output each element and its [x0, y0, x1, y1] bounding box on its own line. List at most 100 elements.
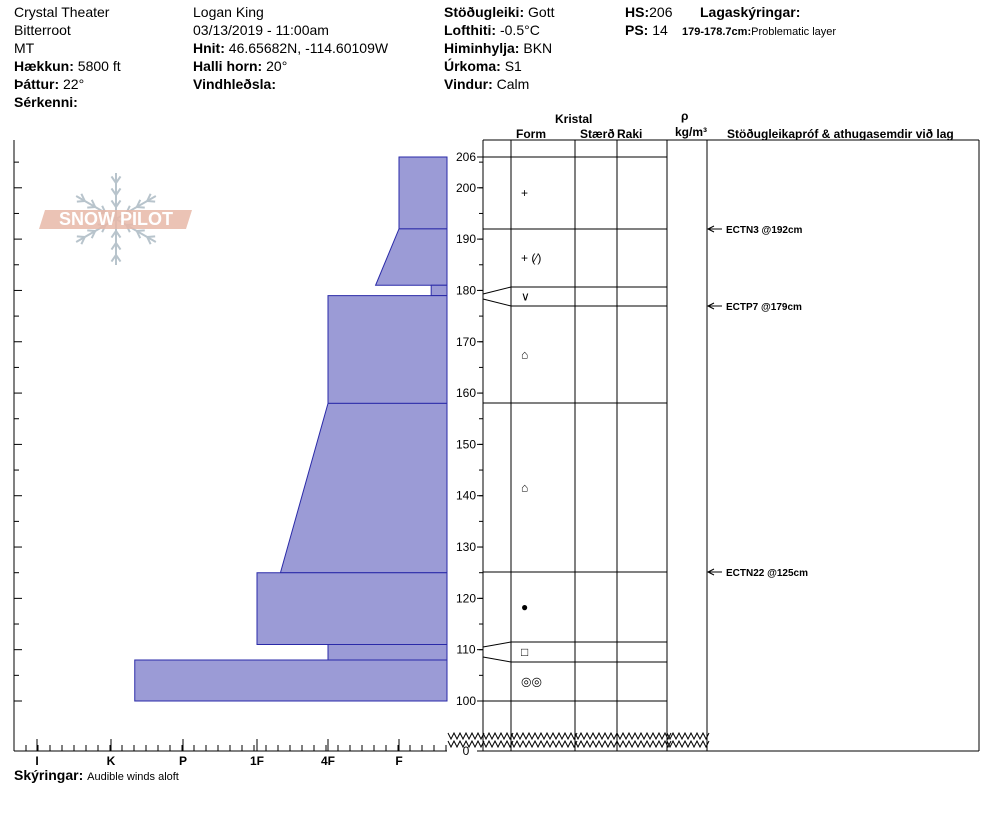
axis-break-zigzag	[666, 739, 710, 749]
observation-datetime: 03/13/2019 - 11:00am	[193, 22, 329, 38]
observer-name: Logan King	[193, 4, 264, 20]
coordinates: Hnit: 46.65682N, -114.60109W	[193, 40, 388, 56]
elevation: Hækkun: 5800 ft	[14, 58, 121, 74]
form-header: Form	[516, 127, 546, 141]
wind-loading: Vindhleðsla:	[193, 76, 276, 92]
depth-tick-label: 190	[456, 232, 476, 246]
slope-angle: Halli horn: 20°	[193, 58, 287, 74]
hardness-layer-bar	[430, 284, 448, 297]
mountain-range: Bitterroot	[14, 22, 71, 38]
features: Sérkenni:	[14, 94, 78, 110]
precip-value: S1	[504, 58, 522, 74]
air-temp-label: Lofthiti:	[444, 22, 497, 38]
depth-tick-label: 170	[456, 335, 476, 349]
stability-test-label: ECTP7 @179cm	[726, 302, 802, 313]
depth-tick-label: 200	[456, 181, 476, 195]
axis-break-zigzag	[574, 731, 618, 741]
depth-tick-label: 120	[456, 591, 476, 605]
depth-tick-label: 0	[463, 744, 470, 758]
features-label: Sérkenni:	[14, 94, 78, 110]
notes-label: Skýringar:	[14, 767, 84, 783]
state: MT	[14, 40, 35, 56]
hardness-label: 4F	[321, 754, 335, 768]
axis-break-zigzag	[574, 739, 618, 749]
hardness-label: P	[179, 754, 187, 768]
ps-value: 14	[652, 22, 668, 38]
sky-cover: Himinhylja: BKN	[444, 40, 552, 56]
aspect-value: 22°	[63, 76, 85, 92]
depth-tick-label: 130	[456, 540, 476, 554]
hardness-label: I	[35, 754, 38, 768]
grain-form-symbol: ⌂	[521, 481, 528, 495]
depth-tick-label: 150	[456, 437, 476, 451]
axis-break-zigzag	[447, 739, 485, 749]
precipitation: Úrkoma: S1	[444, 58, 522, 74]
legend-range: 179-178.7cm:	[682, 26, 752, 38]
aspect-label: Þáttur:	[14, 76, 60, 92]
axis-break-zigzag	[666, 731, 710, 741]
wind-value: Calm	[496, 76, 530, 92]
air-temp-value: -0.5°C	[499, 22, 540, 38]
wind: Vindur: Calm	[444, 76, 529, 92]
pit-depth: PS: 14	[625, 22, 668, 38]
stability-value: Gott	[528, 4, 555, 20]
hardness-layer-bar	[327, 295, 448, 404]
stability-test-arrowhead	[706, 302, 715, 310]
sky-value: BKN	[523, 40, 553, 56]
coords-label: Hnit:	[193, 40, 225, 56]
air-temperature: Lofthiti: -0.5°C	[444, 22, 540, 38]
elevation-value: 5800 ft	[77, 58, 121, 74]
depth-tick-label: 160	[456, 386, 476, 400]
depth-tick-label: 180	[456, 283, 476, 297]
elevation-label: Hækkun:	[14, 58, 74, 74]
hardness-layer-bar	[327, 644, 448, 661]
layer-boundary-connector	[482, 298, 512, 307]
aspect: Þáttur: 22°	[14, 76, 84, 92]
density-unit-header: kg/m³	[675, 125, 708, 139]
grain-form-symbol: + (⁄)	[521, 251, 541, 265]
hs-value: 206	[649, 4, 673, 20]
hardness-layer-bar	[398, 156, 448, 230]
grain-form-symbol: ⌂	[521, 348, 528, 362]
legend-title: Lagaskýringar:	[700, 4, 801, 20]
crystal-header: Kristal	[555, 112, 593, 126]
stability-test-label: ECTN22 @125cm	[726, 568, 808, 579]
notes-value: Audible winds aloft	[87, 771, 179, 783]
hardness-layer-bar	[279, 402, 448, 574]
hardness-label: F	[395, 754, 402, 768]
stability: Stöðugleiki: Gott	[444, 4, 554, 20]
total-depth: HS:206	[625, 4, 672, 20]
axis-break-zigzag	[510, 731, 578, 741]
stability-test-arrowhead	[706, 568, 715, 576]
hardness-layer-bar	[256, 572, 448, 646]
stability-label: Stöðugleiki:	[444, 4, 525, 20]
layer-boundary-connector	[482, 641, 512, 648]
location-name: Crystal Theater	[14, 4, 110, 20]
hardness-label: K	[107, 754, 116, 768]
depth-tick-label: 100	[456, 694, 476, 708]
precip-label: Úrkoma:	[444, 58, 501, 74]
layer-boundary-connector	[482, 286, 512, 295]
depth-tick-label: 140	[456, 489, 476, 503]
coords-value: 46.65682N, -114.60109W	[228, 40, 389, 56]
grain-form-symbol: ●	[521, 600, 528, 614]
axis-break-zigzag	[482, 731, 514, 741]
grain-form-symbol: ∨	[521, 290, 530, 304]
sky-label: Himinhylja:	[444, 40, 520, 56]
slope-value: 20°	[266, 58, 288, 74]
legend-entry: 179-178.7cm:Problematic layer	[682, 24, 836, 40]
legend-text: Problematic layer	[751, 26, 837, 38]
density-rho-header: ρ	[681, 109, 689, 123]
hardness-layer-bar	[374, 228, 448, 286]
stability-test-arrowhead	[706, 225, 715, 233]
grain-form-symbol: □	[521, 645, 528, 659]
hs-label: HS:	[625, 4, 650, 20]
grain-form-symbol: ◎◎	[521, 675, 542, 689]
depth-tick-label: 110	[456, 643, 475, 657]
hardness-layer-bar	[134, 659, 448, 702]
layer-boundary-connector	[482, 656, 512, 663]
grain-form-symbol: +	[521, 186, 528, 200]
depth-tick-label: 206	[456, 150, 476, 164]
moisture-header: Raki	[617, 127, 643, 141]
